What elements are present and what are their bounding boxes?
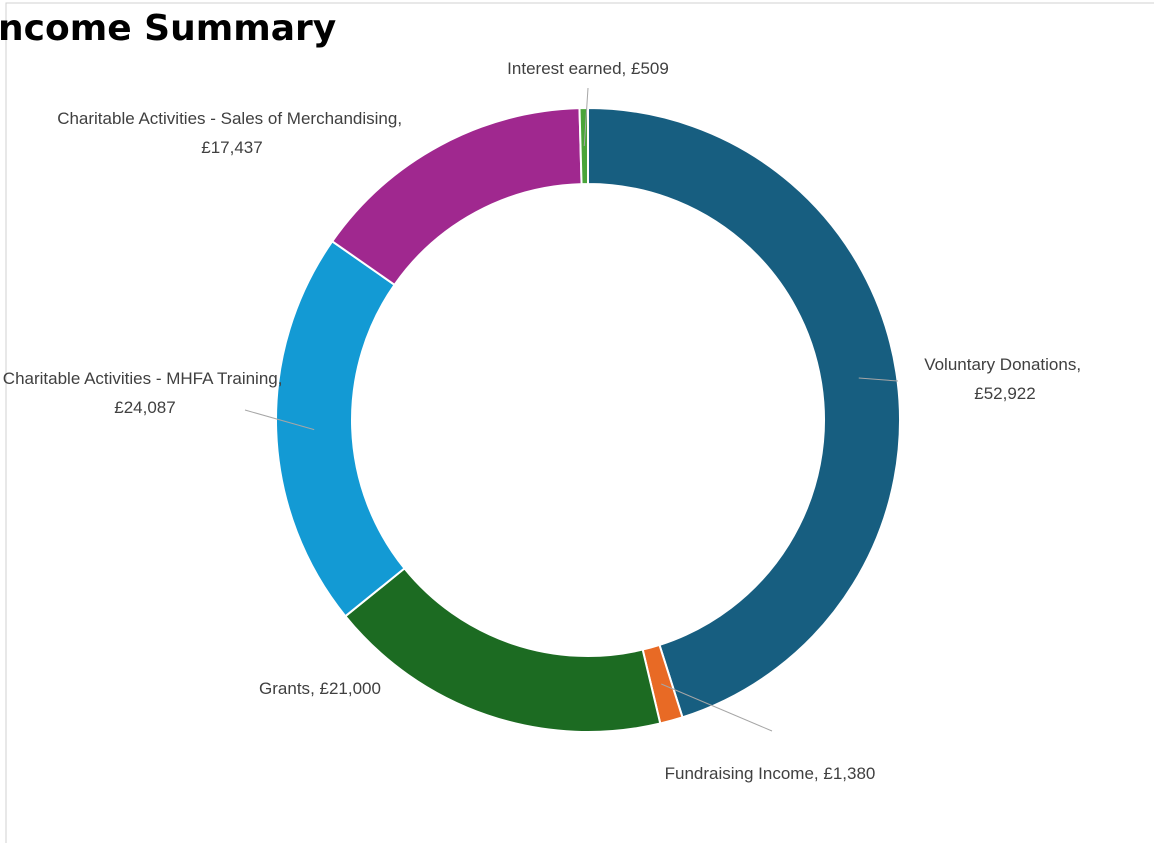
label-separator: , bbox=[622, 59, 631, 78]
leader-line bbox=[858, 377, 899, 382]
value-label: £1,380 bbox=[823, 764, 875, 783]
value-label: £509 bbox=[631, 59, 669, 78]
label-separator: , bbox=[814, 764, 823, 783]
value-label: £21,000 bbox=[320, 679, 381, 698]
leader-line bbox=[583, 87, 589, 147]
donut-slice bbox=[275, 239, 406, 618]
donut-slice bbox=[343, 566, 662, 733]
category-label: Fundraising Income bbox=[665, 764, 814, 783]
data-label: Charitable Activities - MHFA Training, £… bbox=[3, 369, 287, 417]
frame bbox=[5, 2, 1154, 843]
label-separator: , bbox=[397, 109, 406, 128]
leader-line bbox=[244, 409, 315, 431]
chart-title: ncome Summary bbox=[0, 8, 336, 49]
label-separator: , bbox=[1076, 355, 1085, 374]
category-label: Charitable Activities - Sales of Merchan… bbox=[57, 109, 397, 128]
donut-slice bbox=[587, 106, 901, 719]
data-label: Voluntary Donations, £52,922 bbox=[924, 355, 1086, 403]
data-label: Charitable Activities - Sales of Merchan… bbox=[57, 109, 407, 157]
value-label: £24,087 bbox=[114, 398, 175, 417]
data-label: Fundraising Income, £1,380 bbox=[665, 764, 876, 783]
leader-line bbox=[661, 683, 773, 732]
donut-slice bbox=[330, 107, 583, 287]
data-label: Grants, £21,000 bbox=[259, 679, 381, 698]
category-label: Grants bbox=[259, 679, 310, 698]
value-label: £52,922 bbox=[974, 384, 1035, 403]
donut-slice bbox=[578, 106, 589, 186]
value-label: £17,437 bbox=[201, 138, 262, 157]
label-separator: , bbox=[310, 679, 319, 698]
category-label: Voluntary Donations bbox=[924, 355, 1076, 374]
category-label: Interest earned bbox=[507, 59, 621, 78]
label-separator: , bbox=[278, 369, 287, 388]
data-label: Interest earned, £509 bbox=[507, 59, 669, 78]
category-label: Charitable Activities - MHFA Training bbox=[3, 369, 278, 388]
